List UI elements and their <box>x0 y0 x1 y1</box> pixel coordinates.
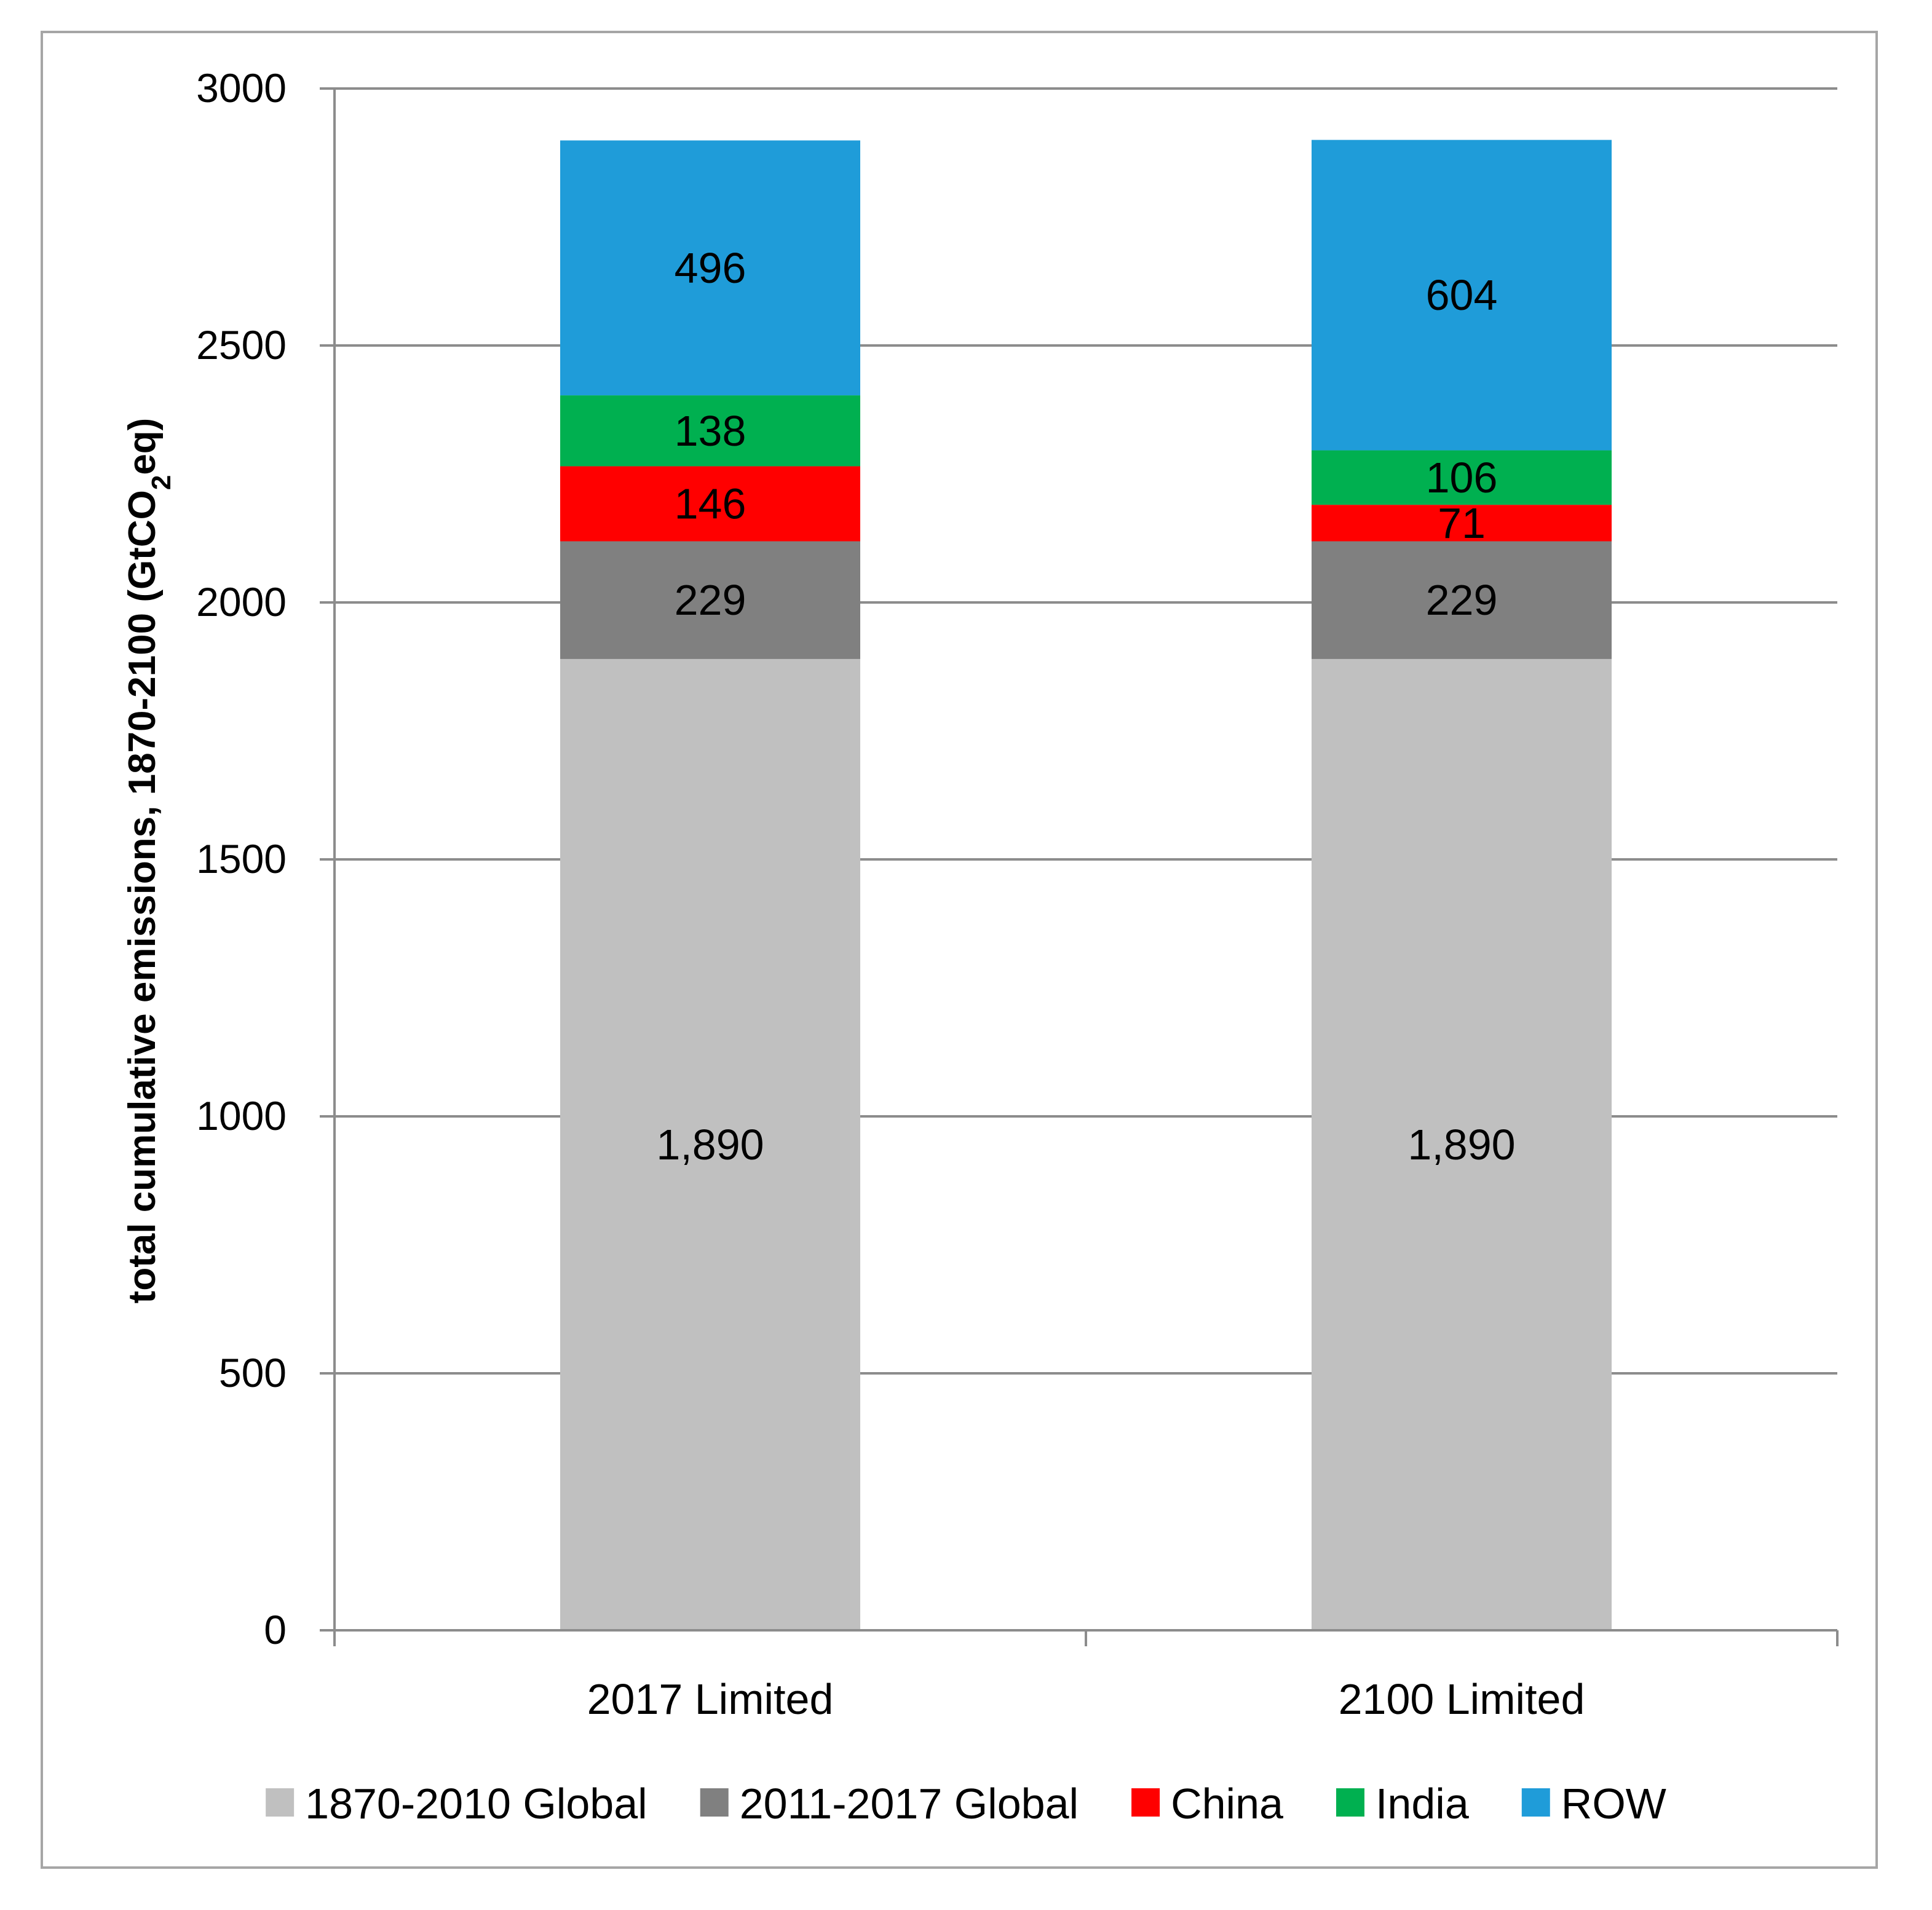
bar-segment-row-0 <box>560 140 860 396</box>
data-label: 604 <box>1426 271 1498 319</box>
legend-swatch-china <box>1131 1788 1160 1817</box>
bars <box>560 140 1612 1630</box>
y-tick-label-500: 500 <box>219 1350 287 1395</box>
legend-label-china: China <box>1171 1780 1283 1828</box>
legend-swatch-1870-2010-global <box>266 1788 295 1817</box>
data-label: 71 <box>1438 499 1486 547</box>
x-category-label: 2100 Limited <box>1339 1675 1585 1723</box>
y-axis-label-subscript: 2 <box>146 475 176 490</box>
bar-segment-2011-2017-global-1 <box>1312 541 1612 659</box>
data-label: 1,890 <box>1407 1121 1515 1169</box>
data-label: 138 <box>675 407 746 455</box>
legend-label-row: ROW <box>1561 1780 1666 1828</box>
bar-segment-1870-2010-global-1 <box>1312 658 1612 1630</box>
data-label: 1,890 <box>656 1121 764 1169</box>
data-label: 229 <box>675 576 746 624</box>
legend-swatch-row <box>1521 1788 1550 1817</box>
y-tick-label-0: 0 <box>264 1607 287 1652</box>
legend-swatch-2011-2017-global <box>700 1788 729 1817</box>
legend-label-2011-2017-global: 2011-2017 Global <box>740 1780 1079 1828</box>
x-category-labels: 2017 Limited 2100 Limited <box>587 1675 1585 1723</box>
legend-swatch-india <box>1336 1788 1364 1817</box>
y-tick-labels: 0 500 1000 1500 2000 2500 3000 <box>196 65 287 1652</box>
data-label: 496 <box>675 244 746 292</box>
x-category-label: 2017 Limited <box>587 1675 834 1723</box>
bar-segment-row-1 <box>1312 140 1612 451</box>
bar-segment-india-1 <box>1312 450 1612 505</box>
legend: 1870-2010 Global 2011-2017 Global China Ind… <box>266 1780 1666 1828</box>
bar-segment-china-1 <box>1312 505 1612 542</box>
y-axis-label: total cumulative emissions, 1870-2100 (G… <box>121 418 176 1304</box>
bar-segment-2011-2017-global-0 <box>560 541 860 659</box>
bar-segment-1870-2010-global-0 <box>560 658 860 1630</box>
y-tick-label-1000: 1000 <box>196 1093 287 1139</box>
y-axis-label-main: total cumulative emissions, 1870-2100 (G… <box>121 490 164 1303</box>
data-label: 229 <box>1426 576 1498 624</box>
y-axis-label-end: eq) <box>121 418 164 475</box>
data-label: 106 <box>1426 454 1498 502</box>
y-tick-label-2000: 2000 <box>196 579 287 625</box>
legend-label-1870-2010-global: 1870-2010 Global <box>305 1780 647 1828</box>
y-tick-label-2500: 2500 <box>196 322 287 368</box>
legend-label-india: India <box>1376 1780 1469 1828</box>
y-tick-label-3000: 3000 <box>196 65 287 111</box>
axes <box>333 89 1839 1646</box>
y-tick-label-1500: 1500 <box>196 836 287 882</box>
data-label: 146 <box>675 479 746 527</box>
bar-segment-india-0 <box>560 395 860 467</box>
bar-segment-china-0 <box>560 466 860 542</box>
